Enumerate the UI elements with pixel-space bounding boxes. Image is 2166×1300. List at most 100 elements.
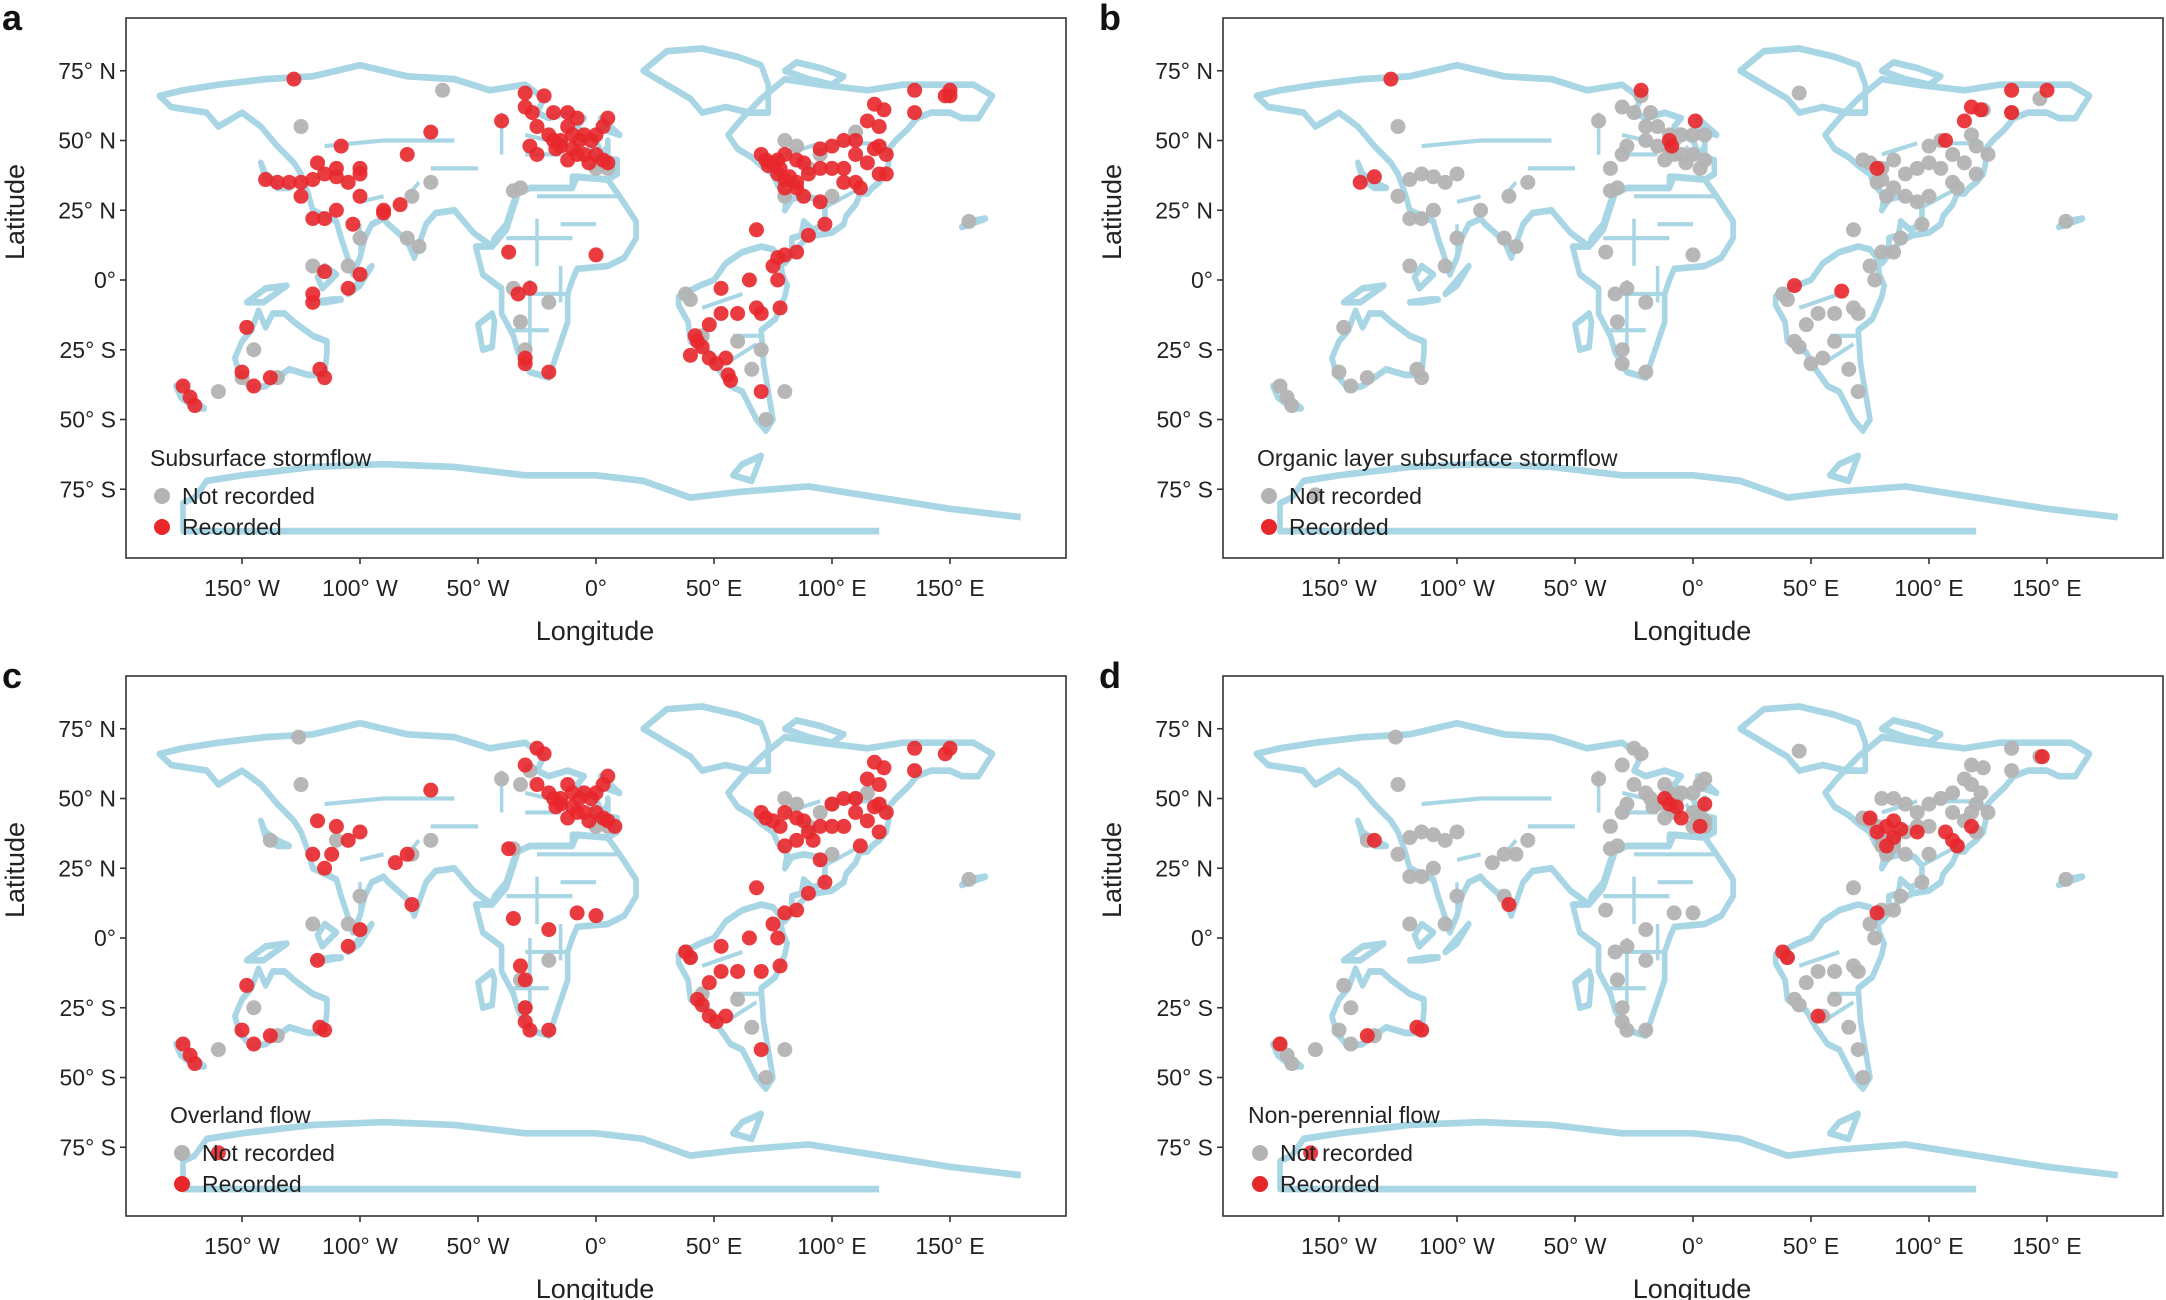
x-tick-label: 50° W [1544, 575, 1607, 601]
panel-b: b Latitude Longitude 75° N 50° N 25° N 0° 25… [1097, 0, 2164, 646]
recorded-point [1352, 174, 1368, 190]
recorded-point [824, 138, 840, 154]
recorded-point [796, 188, 812, 204]
recorded-point [848, 174, 864, 190]
recorded-point [796, 155, 812, 171]
not-recorded-point [305, 916, 321, 932]
not-recorded-point [1343, 1000, 1359, 1016]
y-tick-label: 0° [1191, 925, 1213, 951]
not-recorded-point [1614, 342, 1630, 358]
recorded-point [878, 804, 894, 820]
recorded-point [770, 152, 786, 168]
x-tick-label: 0° [585, 575, 607, 601]
not-recorded-point [1609, 314, 1625, 330]
recorded-point [541, 364, 557, 380]
not-recorded-point [1388, 729, 1404, 745]
recorded-point [317, 860, 333, 876]
not-recorded-point [1591, 771, 1607, 787]
not-recorded-point [1284, 398, 1300, 414]
legend-not-recorded-marker [1252, 1145, 1268, 1161]
recorded-point [859, 155, 875, 171]
not-recorded-point [1862, 916, 1878, 932]
legend-title: Organic layer subsurface stormflow [1257, 445, 1618, 471]
recorded-point [836, 791, 852, 806]
not-recorded-point [1484, 855, 1500, 871]
recorded-point [345, 216, 361, 232]
not-recorded-point [411, 239, 427, 255]
recorded-point [859, 813, 875, 829]
recorded-point [269, 174, 285, 190]
y-tick-label: 25° S [1156, 337, 1213, 363]
panel-c: c Latitude Longitude 75° N 50° N 25° N 0° 25… [0, 655, 1067, 1300]
recorded-point [234, 364, 250, 380]
not-recorded-point [1598, 244, 1614, 260]
x-tick-label: 100° W [1419, 575, 1495, 601]
not-recorded-point [1602, 160, 1618, 176]
recorded-point [1810, 1008, 1826, 1024]
not-recorded-point [1496, 846, 1512, 862]
x-tick-label: 50° E [686, 575, 743, 601]
recorded-point [713, 280, 729, 296]
x-tick-label: 150° E [2012, 575, 2081, 601]
recorded-point [581, 813, 597, 829]
not-recorded-point [1414, 166, 1430, 182]
not-recorded-point [1963, 757, 1979, 773]
recorded-point [293, 174, 309, 190]
recorded-point [753, 963, 769, 979]
recorded-point [789, 832, 805, 848]
recorded-point [387, 855, 403, 871]
recorded-point [1862, 810, 1878, 826]
not-recorded-point [1893, 230, 1909, 246]
not-recorded-point [1791, 85, 1807, 101]
legend-b: Organic layer subsurface stormflow Not re… [1257, 445, 1618, 540]
recorded-point [848, 791, 864, 806]
not-recorded-point [1786, 333, 1802, 349]
recorded-point [753, 384, 769, 400]
y-tick-label: 25° S [59, 337, 116, 363]
not-recorded-point [1897, 166, 1913, 182]
not-recorded-point [1409, 361, 1425, 377]
recorded-point [569, 110, 585, 126]
not-recorded-point [1626, 777, 1642, 793]
legend-title: Overland flow [170, 1102, 311, 1128]
y-tick-label: 75° S [59, 476, 116, 502]
recorded-point [541, 785, 557, 801]
y-tick-label: 50° S [1156, 407, 1213, 433]
recorded-point [848, 804, 864, 820]
not-recorded-point [404, 188, 420, 204]
not-recorded-point [1598, 902, 1614, 918]
recorded-point [824, 796, 840, 812]
not-recorded-point [1945, 804, 1961, 820]
recorded-point [907, 763, 923, 779]
not-recorded-point [1798, 975, 1814, 991]
not-recorded-point [1614, 146, 1630, 162]
y-tick-label: 50° N [58, 786, 116, 812]
recorded-point [1909, 824, 1925, 840]
legend-not-recorded-marker [174, 1145, 190, 1161]
not-recorded-point [1619, 280, 1635, 296]
not-recorded-point [777, 1042, 793, 1058]
not-recorded-point [1626, 740, 1642, 756]
recorded-point [246, 378, 262, 394]
not-recorded-point [1945, 785, 1961, 801]
recorded-point [871, 777, 887, 793]
ylabel-c: Latitude [0, 822, 30, 918]
recorded-point [517, 350, 533, 366]
x-tick-label: 50° E [686, 1233, 743, 1259]
not-recorded-point [1614, 1000, 1630, 1016]
not-recorded-point [1331, 364, 1347, 380]
not-recorded-point [1449, 824, 1465, 840]
recorded-point [328, 818, 344, 834]
recorded-point [305, 846, 321, 862]
x-tick-label: 0° [1682, 1233, 1704, 1259]
xlabel-a: Longitude [536, 616, 655, 646]
recorded-point [753, 804, 769, 820]
not-recorded-point [961, 871, 977, 887]
recorded-point [517, 85, 533, 101]
recorded-point [588, 908, 604, 924]
recorded-point [723, 372, 739, 388]
not-recorded-point [1449, 888, 1465, 904]
not-recorded-point [1685, 247, 1701, 263]
recorded-point [748, 300, 764, 316]
